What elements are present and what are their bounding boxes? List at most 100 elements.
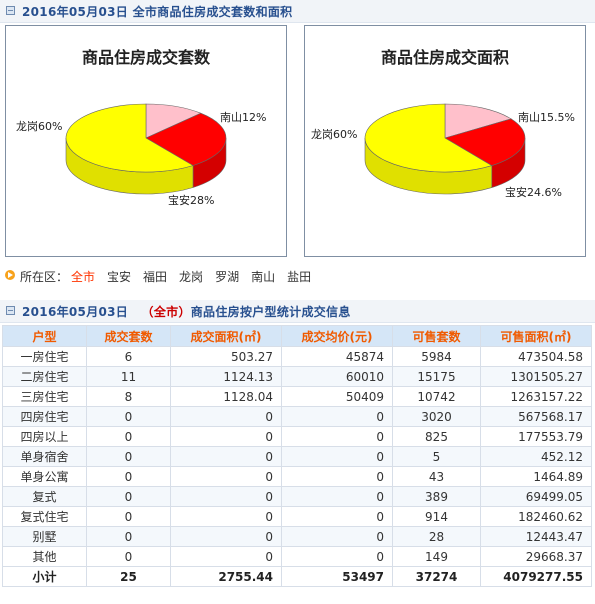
table-cell: 0: [86, 526, 171, 547]
table-row: 二房住宅 11 1124.13 60010 15175 1301505.27: [2, 366, 592, 387]
table-cell: 182460.62: [480, 506, 592, 527]
table-cell: 43: [392, 466, 481, 487]
table-cell: 29668.37: [480, 546, 592, 567]
table-cell: 0: [86, 446, 171, 467]
table-cell: 5: [392, 446, 481, 467]
table-cell: 2755.44: [170, 566, 282, 587]
table-scope: （全市）: [141, 305, 191, 319]
table-cell: 0: [281, 546, 393, 567]
table-cell: 45874: [281, 346, 393, 367]
section-header-table: 2016年05月03日 （全市）商品住房按户型统计成交信息: [0, 300, 595, 323]
pie-chart-count: 商品住房成交套数 龙岗60% 南山12% 宝安28%: [16, 48, 266, 207]
table-cell: 177553.79: [480, 426, 592, 447]
pie-label-baoan: 宝安24.6%: [505, 185, 562, 199]
table-cell: 15175: [392, 366, 481, 387]
table-cell: 10742: [392, 386, 481, 407]
table-cell: 0: [281, 506, 393, 527]
table-cell: 12443.47: [480, 526, 592, 547]
table-cell: 0: [86, 506, 171, 527]
table-row: 一房住宅 6 503.27 45874 5984 473504.58: [2, 346, 592, 367]
table-cell: 0: [170, 446, 282, 467]
pie-slice-龙岗: [65, 103, 194, 173]
pie-label-longgang: 龙岗60%: [311, 128, 357, 141]
table-row: 单身宿舍 0 0 0 5 452.12: [2, 446, 592, 467]
table-row: 四房以上 0 0 0 825 177553.79: [2, 426, 592, 447]
district-label: 所在区：: [20, 270, 69, 284]
district-link[interactable]: 全市: [71, 270, 96, 284]
col-header: 成交均价(元): [281, 325, 393, 347]
table-cell: 503.27: [170, 346, 282, 367]
col-header: 成交面积(㎡): [170, 325, 282, 347]
district-link[interactable]: 罗湖: [215, 270, 240, 284]
table-cell: 5984: [392, 346, 481, 367]
table-row: 复式 0 0 0 389 69499.05: [2, 486, 592, 507]
chart-count: 商品住房成交套数 龙岗60% 南山12% 宝安28%: [5, 25, 287, 257]
table-cell: 0: [170, 526, 282, 547]
pie-slice-南山: [444, 103, 512, 139]
table-cell: 53497: [281, 566, 393, 587]
table-cell: 0: [170, 406, 282, 427]
table-cell: 0: [86, 546, 171, 567]
table-row: 三房住宅 8 1128.04 50409 10742 1263157.22: [2, 386, 592, 407]
pie-slices: [65, 103, 227, 195]
table-cell: 单身宿舍: [2, 446, 87, 467]
table-cell: 0: [86, 426, 171, 447]
col-header: 成交套数: [86, 325, 171, 347]
table-cell: 四房以上: [2, 426, 87, 447]
table-cell: 6: [86, 346, 171, 367]
table-cell: 单身公寓: [2, 466, 87, 487]
pie-slice-宝安: [145, 112, 227, 166]
district-link[interactable]: 盐田: [287, 270, 312, 284]
table-cell: 二房住宅: [2, 366, 87, 387]
table-cell: 28: [392, 526, 481, 547]
chart-title: 商品住房成交套数: [82, 48, 211, 67]
table-cell: 0: [281, 406, 393, 427]
pie-slice-龙岗: [364, 103, 493, 173]
district-link[interactable]: 龙岗: [179, 270, 204, 284]
table-total-row: 小计 25 2755.44 53497 37274 4079277.55: [2, 566, 592, 587]
section-title-table: 2016年05月03日 （全市）商品住房按户型统计成交信息: [22, 303, 351, 320]
table-row: 复式住宅 0 0 0 914 182460.62: [2, 506, 592, 527]
table-cell: 0: [281, 526, 393, 547]
table-cell: 50409: [281, 386, 393, 407]
table-cell: 69499.05: [480, 486, 592, 507]
table-cell: 4079277.55: [480, 566, 592, 587]
table-cell: 3020: [392, 406, 481, 427]
pie-chart-area: 商品住房成交面积 龙岗60% 南山15.5% 宝安24.6%: [311, 48, 575, 199]
pie-label-nanshan: 南山15.5%: [518, 111, 575, 124]
table-cell: 37274: [392, 566, 481, 587]
district-link[interactable]: 南山: [251, 270, 276, 284]
table-cell: 0: [170, 466, 282, 487]
table-cell: 其他: [2, 546, 87, 567]
unit-type-table: 户型 成交套数 成交面积(㎡) 成交均价(元) 可售套数 可售面积(㎡) 一房住…: [2, 325, 592, 587]
arrow-bullet-icon: [5, 270, 15, 280]
table-cell: 60010: [281, 366, 393, 387]
table-cell: 0: [86, 466, 171, 487]
table-cell: 914: [392, 506, 481, 527]
pie-label-longgang: 龙岗60%: [16, 120, 62, 133]
table-cell: 0: [170, 426, 282, 447]
col-header: 可售面积(㎡): [480, 325, 592, 347]
table-row: 别墅 0 0 0 28 12443.47: [2, 526, 592, 547]
district-link[interactable]: 宝安: [107, 270, 132, 284]
col-header: 可售套数: [392, 325, 481, 347]
district-link[interactable]: 福田: [143, 270, 168, 284]
table-cell: 一房住宅: [2, 346, 87, 367]
pie-slice-南山: [145, 103, 202, 139]
table-cell: 0: [170, 546, 282, 567]
pie-label-nanshan: 南山12%: [220, 111, 266, 124]
table-cell: 0: [281, 466, 393, 487]
table-cell: 0: [281, 446, 393, 467]
table-row: 单身公寓 0 0 0 43 1464.89: [2, 466, 592, 487]
table-cell: 四房住宅: [2, 406, 87, 427]
table-cell: 389: [392, 486, 481, 507]
table-cell: 1263157.22: [480, 386, 592, 407]
table-date: 2016年05月03日: [22, 305, 129, 319]
table-cell: 0: [170, 506, 282, 527]
table-cell: 1301505.27: [480, 366, 592, 387]
col-header: 户型: [2, 325, 87, 347]
table-row: 四房住宅 0 0 0 3020 567568.17: [2, 406, 592, 427]
table-cell: 1124.13: [170, 366, 282, 387]
pie-slice-宝安: [444, 118, 526, 166]
table-cell: 0: [170, 486, 282, 507]
